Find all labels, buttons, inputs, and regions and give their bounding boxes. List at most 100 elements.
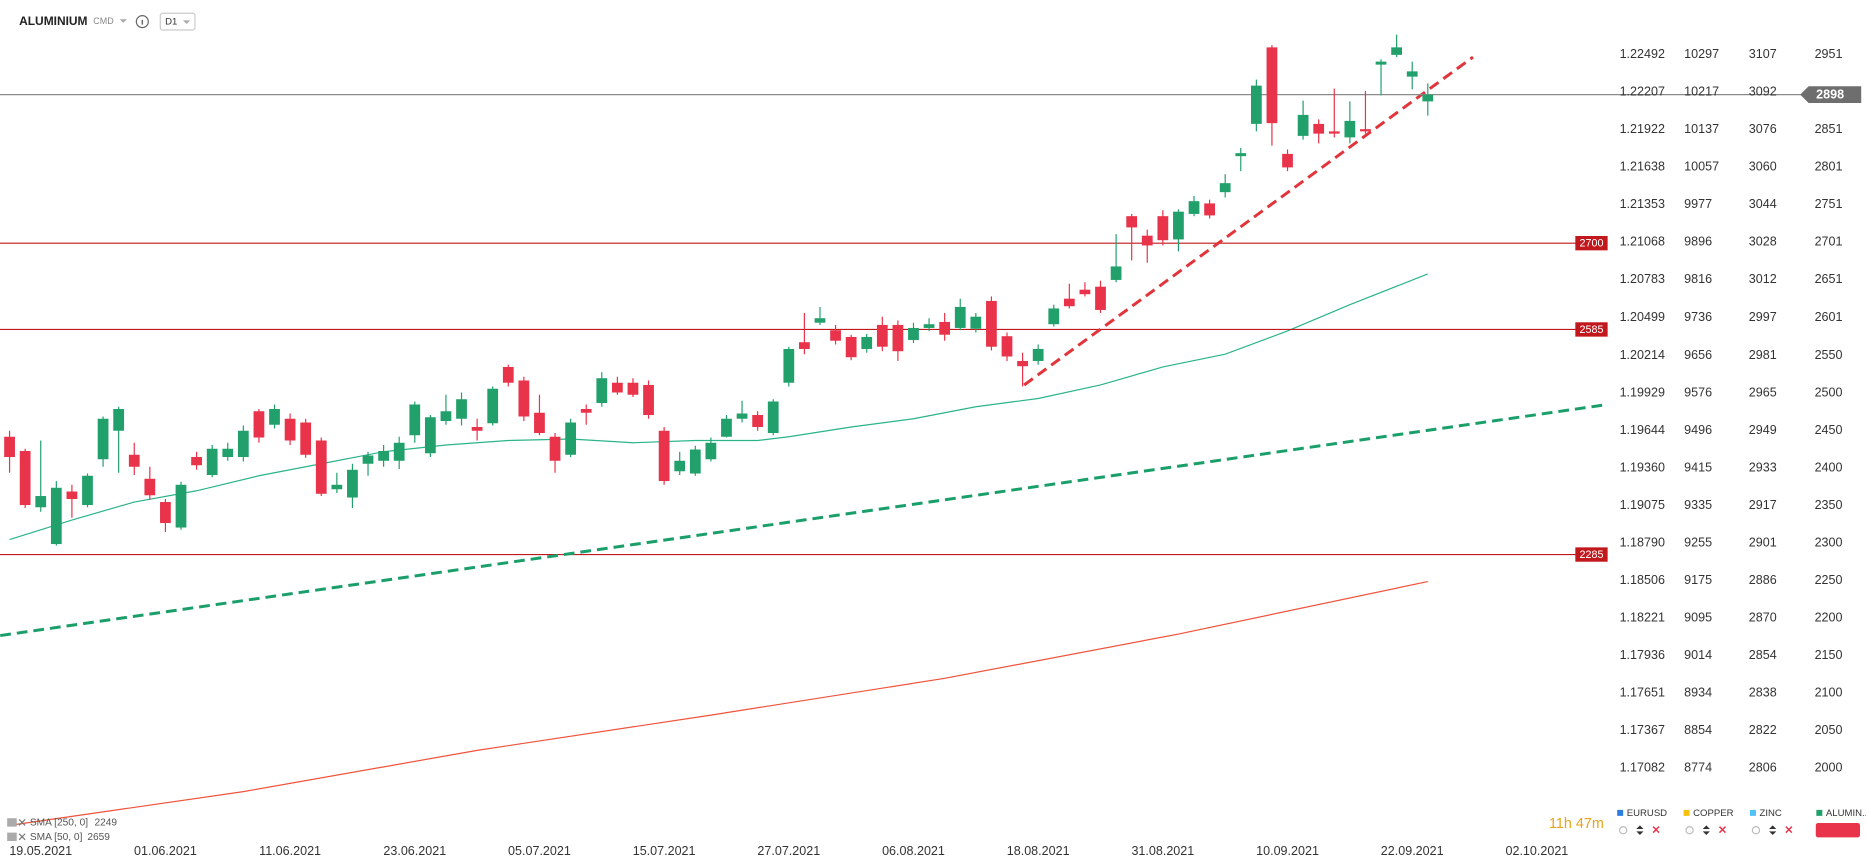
y-tick-label: 2350 bbox=[1815, 498, 1843, 512]
y-tick-label: 2550 bbox=[1815, 348, 1843, 362]
candle-body bbox=[1250, 85, 1262, 124]
candle-body bbox=[1266, 47, 1278, 124]
y-tick-label: 2801 bbox=[1815, 160, 1843, 174]
candle-body bbox=[611, 382, 623, 393]
interval-select[interactable] bbox=[159, 12, 196, 31]
instrument-tick-label: 3092 bbox=[1749, 85, 1777, 99]
candle-body bbox=[1297, 114, 1309, 136]
visibility-icon[interactable] bbox=[1618, 826, 1628, 835]
y-tick-label: 2951 bbox=[1815, 47, 1843, 61]
candle-body bbox=[1173, 211, 1184, 240]
instrument-name: EURUSD bbox=[1627, 808, 1667, 819]
candle-body bbox=[19, 451, 31, 506]
instrument-tick-label: 9335 bbox=[1684, 498, 1712, 512]
instrument-tick-label: 1.21638 bbox=[1620, 160, 1665, 174]
x-tick-label: 18.08.2021 bbox=[1007, 844, 1070, 858]
instrument-tick-label: 2822 bbox=[1749, 723, 1777, 737]
candle-body bbox=[580, 408, 592, 413]
market-dropdown[interactable] bbox=[119, 19, 127, 23]
overlays bbox=[0, 55, 1807, 826]
candle-body bbox=[596, 378, 608, 403]
candle-body bbox=[767, 401, 779, 433]
instrument-tick-label: 2886 bbox=[1749, 573, 1777, 587]
candle-body bbox=[1141, 235, 1153, 246]
candle-body bbox=[565, 422, 577, 455]
candle-body bbox=[1328, 131, 1340, 134]
sma-legend-icon bbox=[7, 832, 17, 841]
y-tick-label: 2000 bbox=[1815, 761, 1843, 775]
candle-body bbox=[1282, 153, 1293, 168]
candle-body bbox=[845, 336, 857, 358]
candle-body bbox=[954, 306, 966, 328]
instrument-tick-label: 3060 bbox=[1749, 160, 1777, 174]
instrument-swatch bbox=[1617, 809, 1624, 816]
instrument-tick-label: 2854 bbox=[1749, 648, 1777, 662]
candle-body bbox=[1360, 129, 1371, 132]
candle-body bbox=[175, 484, 187, 528]
candle-body bbox=[1344, 120, 1356, 138]
candle-body bbox=[518, 380, 530, 417]
x-tick-label: 23.06.2021 bbox=[383, 844, 446, 858]
symbol: ALUMINIUM bbox=[19, 14, 87, 28]
candle-body bbox=[424, 417, 436, 454]
x-tick-label: 05.07.2021 bbox=[508, 844, 571, 858]
instrument-tick-label: 8774 bbox=[1684, 761, 1712, 775]
visibility-icon[interactable] bbox=[1685, 826, 1694, 835]
candle-body bbox=[674, 460, 686, 472]
candle-body bbox=[331, 484, 343, 490]
instrument-controls bbox=[1815, 823, 1861, 838]
candle-body bbox=[970, 316, 982, 329]
x-tick-label: 01.06.2021 bbox=[134, 844, 197, 858]
instrument-tick-label: 1.20214 bbox=[1620, 348, 1665, 362]
y-tick-label: 2450 bbox=[1815, 423, 1843, 437]
candle-body bbox=[347, 469, 358, 498]
active-instrument-control[interactable] bbox=[1815, 823, 1861, 838]
x-tick-label: 31.08.2021 bbox=[1131, 844, 1194, 858]
candle-body bbox=[1110, 266, 1122, 280]
instrument-tick-label: 10217 bbox=[1684, 85, 1719, 99]
level-label: 2585 bbox=[1580, 324, 1604, 336]
level-label-box bbox=[1575, 547, 1608, 562]
candle-body bbox=[814, 318, 826, 323]
y-tick-label: 2651 bbox=[1815, 272, 1843, 286]
level-label-box bbox=[1575, 236, 1608, 251]
instrument-tick-label: 3107 bbox=[1749, 47, 1777, 61]
candle-body bbox=[222, 448, 234, 458]
instrument-tick-label: 2933 bbox=[1749, 461, 1777, 475]
order-icon bbox=[1769, 825, 1777, 836]
instrument-tick-label: 8854 bbox=[1684, 723, 1712, 737]
candle-body bbox=[861, 336, 873, 349]
instrument-tick-label: 2838 bbox=[1749, 686, 1777, 700]
sma-legend-close[interactable] bbox=[18, 833, 26, 841]
instrument-tick-label: 8934 bbox=[1684, 686, 1712, 700]
candle-body bbox=[113, 408, 125, 431]
visibility-icon[interactable] bbox=[1751, 826, 1761, 835]
candle-body bbox=[160, 502, 171, 524]
info-icon[interactable] bbox=[135, 15, 149, 29]
order-icon bbox=[1636, 825, 1644, 836]
instrument-tick-label: 9496 bbox=[1684, 423, 1712, 437]
instrument-tick-label: 10297 bbox=[1684, 47, 1719, 61]
candle-body bbox=[1313, 123, 1325, 134]
instrument-tick-label: 1.18790 bbox=[1620, 536, 1665, 550]
candles bbox=[4, 34, 1434, 546]
candle-body bbox=[1063, 298, 1075, 307]
instrument-tick-label: 2870 bbox=[1749, 611, 1777, 625]
instrument-tick-label: 2901 bbox=[1749, 536, 1777, 550]
level-label: 2700 bbox=[1580, 238, 1604, 250]
candle-body bbox=[1126, 216, 1138, 228]
sma-legend-value: 2659 bbox=[87, 832, 110, 843]
market[interactable]: CMD bbox=[93, 16, 114, 26]
instrument-tick-label: 2965 bbox=[1749, 386, 1777, 400]
y-tick-label: 2400 bbox=[1815, 461, 1843, 475]
candle-body bbox=[471, 426, 483, 431]
instrument-tick-label: 1.20499 bbox=[1620, 310, 1665, 324]
y-tick-label: 2500 bbox=[1815, 386, 1843, 400]
instrument-tick-label: 9816 bbox=[1684, 272, 1712, 286]
sma-legend-close[interactable] bbox=[18, 819, 26, 826]
candle-body bbox=[1188, 201, 1200, 214]
x-tick-label: 27.07.2021 bbox=[757, 844, 820, 858]
